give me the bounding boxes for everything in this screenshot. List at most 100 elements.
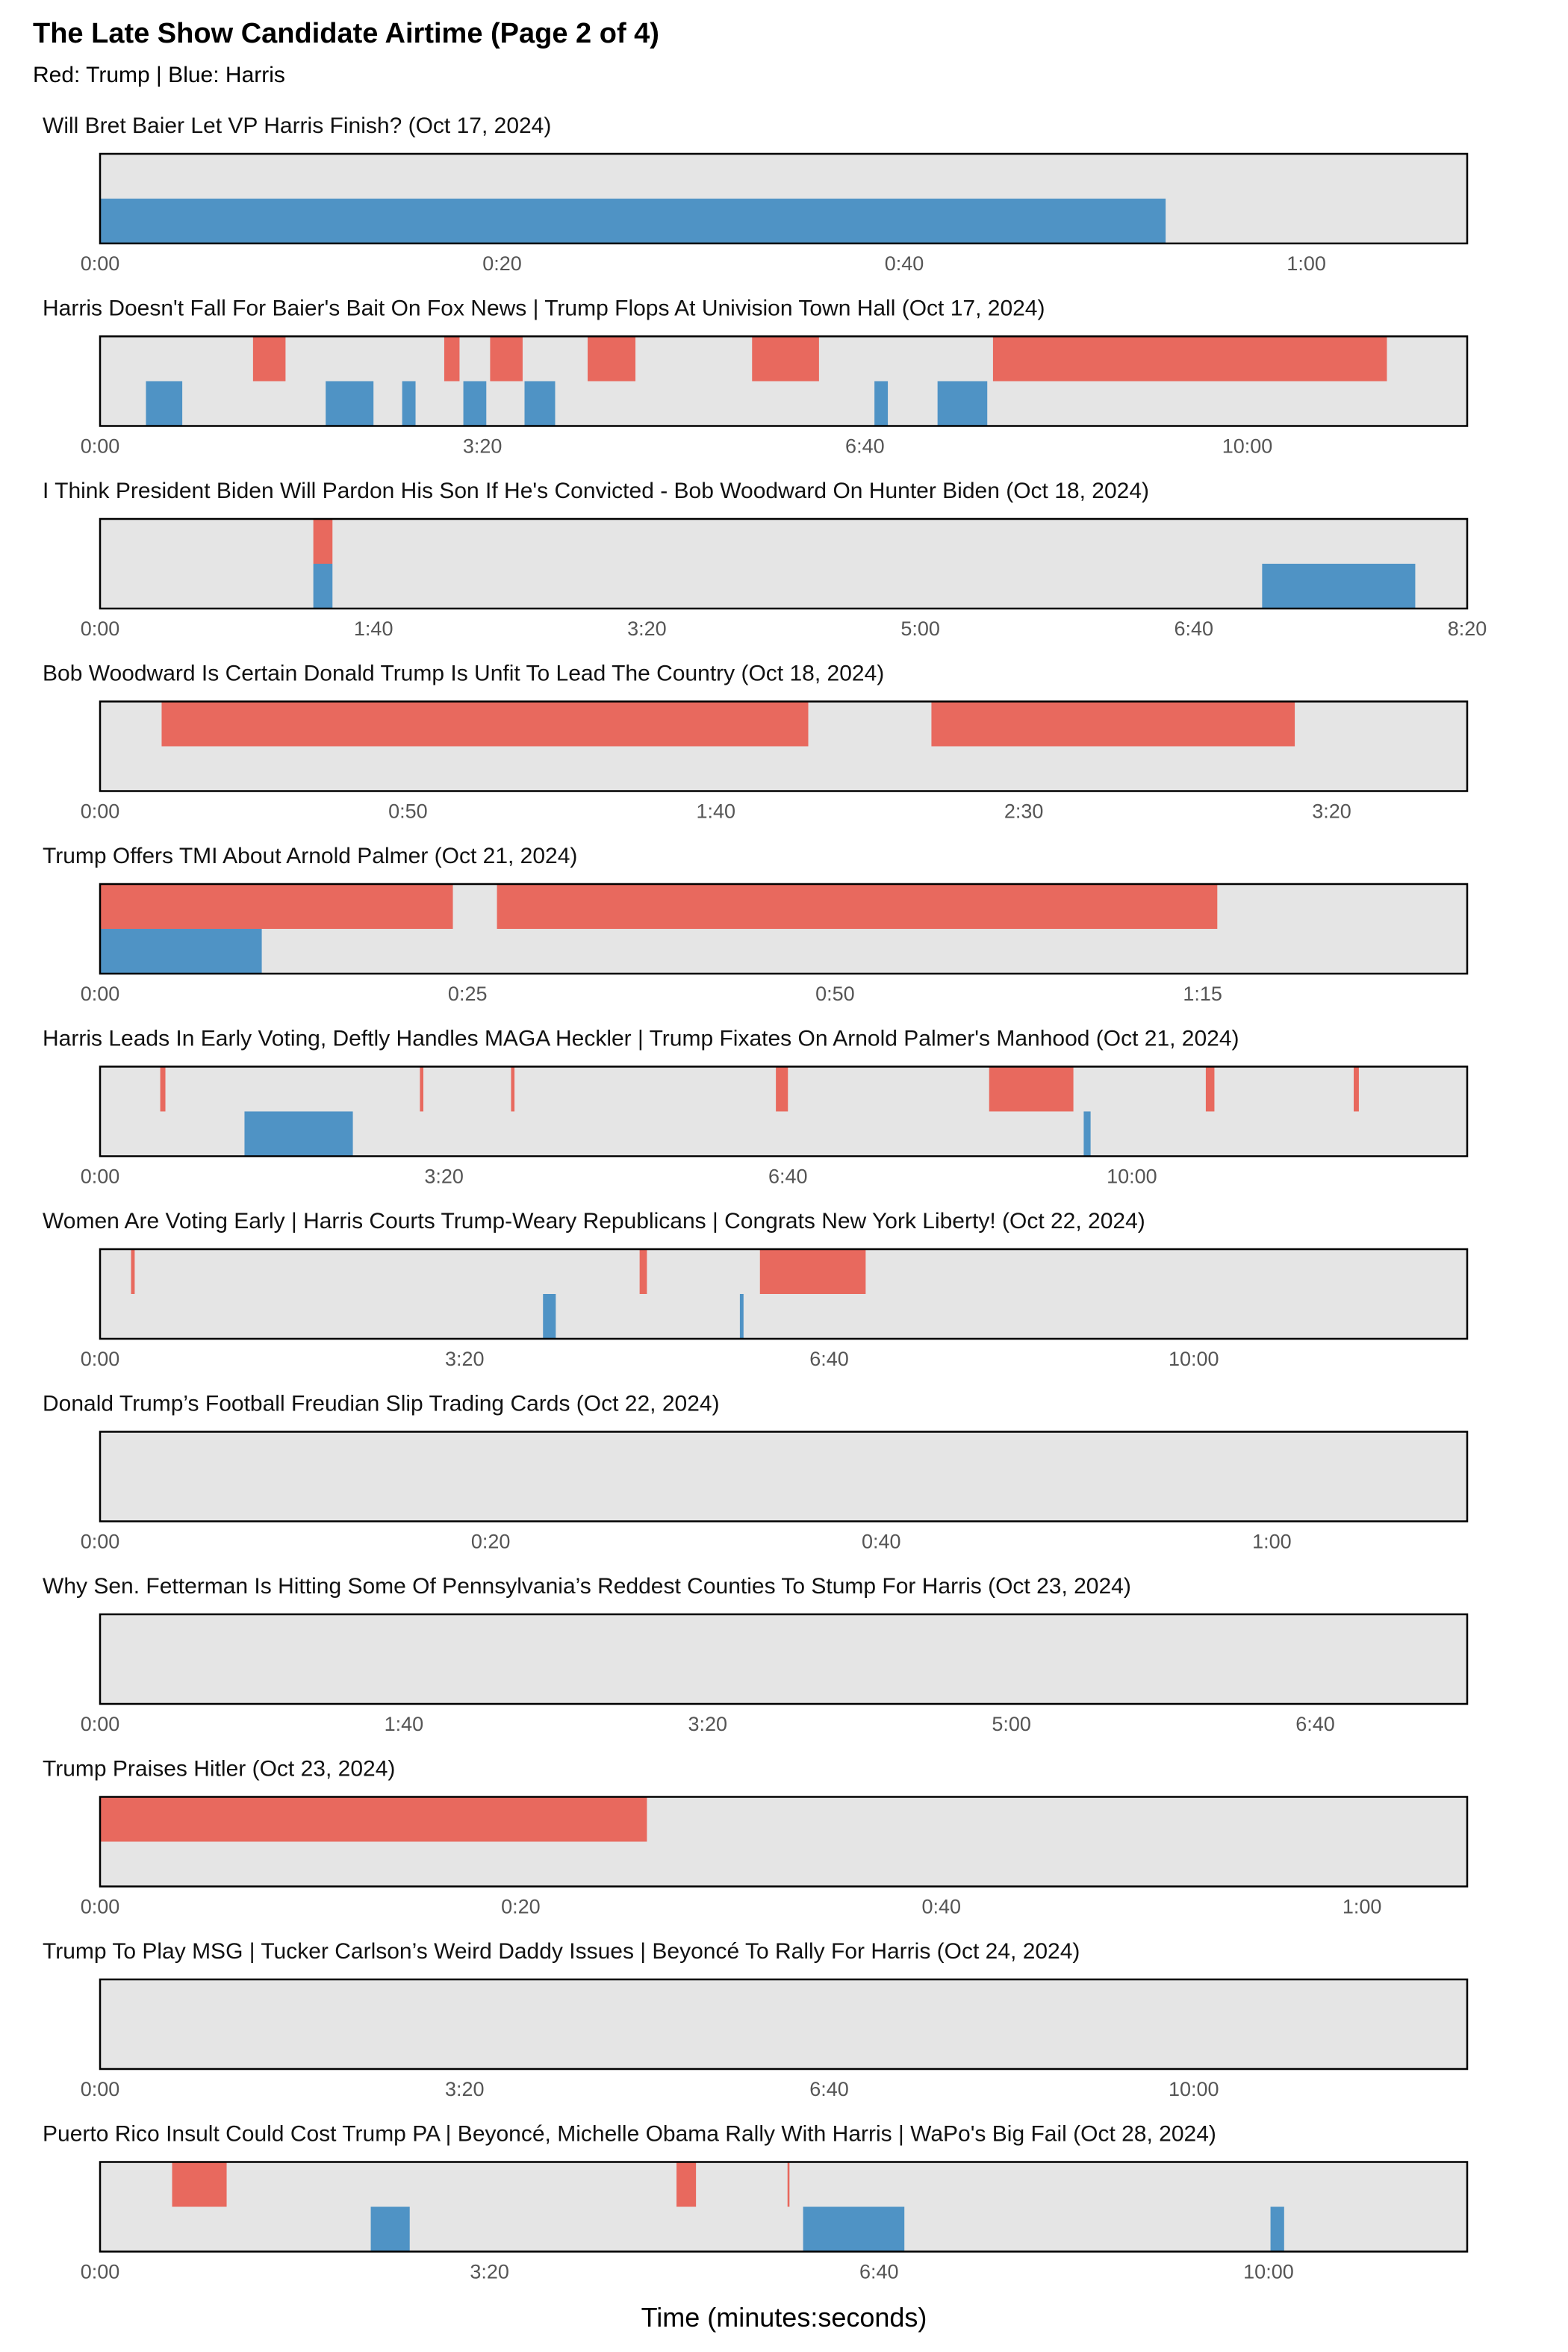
x-tick-label: 1:00 bbox=[1343, 1896, 1382, 1918]
panel-title: Will Bret Baier Let VP Harris Finish? (O… bbox=[43, 113, 551, 138]
trump-airtime-bar bbox=[639, 1249, 647, 1294]
panel-border bbox=[99, 883, 1469, 975]
trump-airtime-bar bbox=[676, 2162, 697, 2207]
x-tick-label: 3:20 bbox=[424, 1166, 464, 1188]
x-tick-label: 5:00 bbox=[900, 617, 940, 640]
trump-airtime-bar bbox=[787, 2162, 790, 2207]
x-tick-label: 0:20 bbox=[501, 1896, 541, 1918]
x-tick-label: 0:00 bbox=[81, 252, 120, 275]
trump-airtime-bar bbox=[1205, 1066, 1215, 1112]
panel-title: Trump To Play MSG | Tucker Carlson’s Wei… bbox=[43, 1939, 1080, 1964]
x-tick-label: 1:00 bbox=[1287, 252, 1326, 275]
harris-airtime-bar bbox=[543, 1294, 556, 1339]
panel-8: Donald Trump’s Football Freudian Slip Tr… bbox=[43, 1392, 1469, 1553]
trump-airtime-bar bbox=[131, 1249, 135, 1294]
x-tick-label: 0:00 bbox=[81, 983, 120, 1005]
x-tick-label: 0:40 bbox=[921, 1896, 961, 1918]
harris-airtime-bar bbox=[1270, 2206, 1284, 2252]
trump-airtime-bar bbox=[100, 884, 453, 929]
x-tick-label: 8:20 bbox=[1448, 617, 1487, 640]
x-tick-label: 1:40 bbox=[696, 800, 735, 823]
trump-airtime-bar bbox=[1353, 1066, 1359, 1112]
panel-12: Puerto Rico Insult Could Cost Trump PA |… bbox=[43, 2122, 1469, 2283]
x-tick-label: 2:30 bbox=[1004, 800, 1044, 823]
panel-11: Trump To Play MSG | Tucker Carlson’s Wei… bbox=[43, 1939, 1469, 2100]
harris-airtime-bar bbox=[463, 381, 487, 426]
panel-5: Trump Offers TMI About Arnold Palmer (Oc… bbox=[43, 844, 1469, 1005]
x-tick-label: 0:00 bbox=[81, 1348, 120, 1370]
trump-airtime-bar bbox=[776, 1066, 788, 1112]
harris-airtime-bar bbox=[402, 381, 416, 426]
x-tick-label: 10:00 bbox=[1222, 435, 1273, 458]
panel-border bbox=[99, 1978, 1469, 2071]
panel-9: Why Sen. Fetterman Is Hitting Some Of Pe… bbox=[43, 1574, 1469, 1735]
harris-airtime-bar bbox=[739, 1294, 744, 1339]
panel-title: Puerto Rico Insult Could Cost Trump PA |… bbox=[43, 2122, 1216, 2147]
x-tick-label: 0:25 bbox=[448, 983, 488, 1005]
x-tick-label: 6:40 bbox=[1175, 617, 1214, 640]
trump-airtime-bar bbox=[490, 336, 523, 382]
panel-10: Trump Praises Hitler (Oct 23, 2024) 0:00 0… bbox=[43, 1757, 1469, 1918]
trump-airtime-bar bbox=[588, 336, 636, 382]
panel-title: Harris Leads In Early Voting, Deftly Han… bbox=[43, 1027, 1239, 1051]
trump-airtime-bar bbox=[252, 336, 286, 382]
trump-airtime-bar bbox=[160, 1066, 166, 1112]
trump-airtime-bar bbox=[161, 701, 809, 747]
panel-background bbox=[100, 1431, 1467, 1522]
harris-airtime-bar bbox=[370, 2206, 410, 2252]
panel-border bbox=[99, 1248, 1469, 1340]
x-tick-label: 1:15 bbox=[1183, 983, 1222, 1005]
panel-background bbox=[100, 2162, 1467, 2252]
panel-4: Bob Woodward Is Certain Donald Trump Is … bbox=[43, 662, 1469, 823]
x-tick-label: 6:40 bbox=[845, 435, 885, 458]
x-tick-label: 0:00 bbox=[81, 1166, 120, 1188]
panel-border bbox=[99, 335, 1469, 427]
x-tick-label: 3:20 bbox=[688, 1713, 727, 1735]
x-tick-label: 5:00 bbox=[992, 1713, 1031, 1735]
panel-background bbox=[100, 1614, 1467, 1704]
harris-airtime-bar bbox=[100, 929, 262, 974]
x-tick-label: 10:00 bbox=[1243, 2261, 1294, 2283]
trump-airtime-bar bbox=[172, 2162, 227, 2207]
x-tick-label: 0:00 bbox=[81, 2078, 120, 2100]
x-tick-label: 0:00 bbox=[81, 617, 120, 640]
harris-airtime-bar bbox=[803, 2206, 905, 2252]
panel-border bbox=[99, 1613, 1469, 1705]
panel-title: I Think President Biden Will Pardon His … bbox=[43, 479, 1149, 503]
x-tick-label: 1:00 bbox=[1252, 1531, 1292, 1553]
panel-2: Harris Doesn't Fall For Baier's Bait On … bbox=[43, 296, 1469, 458]
panel-1: Will Bret Baier Let VP Harris Finish? (O… bbox=[43, 113, 1469, 275]
panel-title: Trump Praises Hitler (Oct 23, 2024) bbox=[43, 1757, 395, 1782]
x-tick-label: 3:20 bbox=[1312, 800, 1351, 823]
trump-airtime-bar bbox=[444, 336, 460, 382]
chart-subtitle: Red: Trump | Blue: Harris bbox=[33, 63, 285, 87]
panel-border bbox=[99, 1431, 1469, 1522]
trump-airtime-bar bbox=[497, 884, 1218, 929]
harris-airtime-bar bbox=[937, 381, 988, 426]
trump-airtime-bar bbox=[100, 1796, 647, 1842]
panel-3: I Think President Biden Will Pardon His … bbox=[43, 479, 1487, 640]
x-tick-label: 6:40 bbox=[859, 2261, 899, 2283]
x-tick-label: 3:20 bbox=[463, 435, 503, 458]
panel-title: Bob Woodward Is Certain Donald Trump Is … bbox=[43, 662, 884, 686]
x-tick-label: 1:40 bbox=[385, 1713, 424, 1735]
x-tick-label: 6:40 bbox=[809, 2078, 849, 2100]
panel-title: Why Sen. Fetterman Is Hitting Some Of Pe… bbox=[43, 1574, 1131, 1599]
x-tick-label: 0:50 bbox=[815, 983, 855, 1005]
panel-border bbox=[99, 2161, 1469, 2253]
x-tick-label: 3:20 bbox=[470, 2261, 509, 2283]
x-tick-label: 6:40 bbox=[809, 1348, 849, 1370]
x-tick-label: 6:40 bbox=[768, 1166, 808, 1188]
panel-title: Harris Doesn't Fall For Baier's Bait On … bbox=[43, 296, 1045, 321]
x-tick-label: 3:20 bbox=[445, 1348, 485, 1370]
x-tick-label: 10:00 bbox=[1169, 1348, 1219, 1370]
x-tick-label: 10:00 bbox=[1107, 1166, 1157, 1188]
harris-airtime-bar bbox=[326, 381, 374, 426]
harris-airtime-bar bbox=[313, 564, 333, 609]
panel-border bbox=[99, 517, 1469, 610]
panel-border bbox=[99, 152, 1469, 245]
x-tick-label: 3:20 bbox=[627, 617, 667, 640]
harris-airtime-bar bbox=[1262, 564, 1416, 609]
trump-airtime-bar bbox=[313, 519, 333, 564]
panel-title: Trump Offers TMI About Arnold Palmer (Oc… bbox=[43, 844, 577, 868]
